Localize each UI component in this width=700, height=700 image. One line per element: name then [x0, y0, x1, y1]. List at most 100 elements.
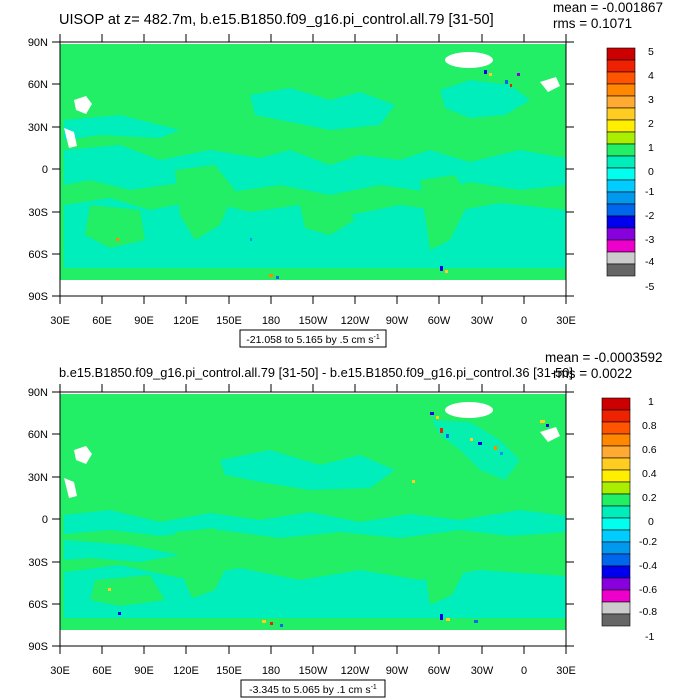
top-lon-label: 30E: [556, 315, 576, 327]
top-land-africa: [175, 165, 235, 240]
top-lon-label: 90E: [134, 315, 154, 327]
top-lat-label: 90N: [28, 37, 48, 49]
top-colorbar-swatch: [606, 179, 636, 193]
bottom-map-field: [59, 391, 567, 647]
bottom-colorbar-label: 1: [648, 396, 654, 408]
top-land-south-america: [420, 175, 470, 250]
top-anomaly-speckles: [116, 70, 520, 279]
top-colorbar-swatch: [606, 95, 636, 109]
top-lon-label: 90W: [386, 315, 409, 327]
bottom-colorbar-swatch: [601, 541, 631, 555]
top-colorbar-swatch: [606, 107, 636, 121]
bottom-lat-label: 30N: [28, 472, 48, 484]
top-colorbar-label: 3: [648, 94, 654, 106]
bottom-lat-label: 30S: [28, 557, 48, 569]
bottom-cyan-north-pacific: [220, 450, 395, 490]
top-range-exponent: -1: [374, 334, 380, 341]
bottom-range-text: -3.345 to 5.065 by .1 cm s: [249, 684, 370, 696]
bottom-colorbar-label: -0.6: [639, 584, 657, 596]
bottom-cyan-subtropics: [64, 540, 180, 562]
top-lat-ticks: [52, 41, 574, 297]
bottom-lat-label: 0: [42, 514, 48, 526]
top-lon-label: 180: [262, 315, 280, 327]
top-map-field: [59, 41, 567, 297]
bottom-lon-label: 30E: [556, 665, 576, 677]
bottom-lat-label: 90S: [28, 641, 48, 653]
bottom-lon-ticks: [59, 384, 567, 654]
bottom-colorbar-swatch: [601, 589, 631, 603]
top-colorbar-label: -3: [645, 234, 654, 246]
bottom-colorbar-label: 0.8: [642, 420, 657, 432]
bottom-greenland-missing: [445, 402, 493, 418]
bottom-colorbar-swatch: [601, 565, 631, 579]
bottom-panel-mean: mean = -0.0003592: [545, 350, 662, 365]
top-cyan-north-pacific: [250, 88, 395, 130]
top-colorbar-swatch: [606, 167, 636, 181]
top-cyan-band: [64, 115, 180, 140]
top-lon-label: 60W: [428, 315, 451, 327]
bottom-panel-title: b.e15.B1850.f09_g16.pi_control.all.79 [3…: [59, 365, 573, 380]
bottom-land-africa: [175, 528, 232, 598]
top-land-central: [85, 205, 145, 248]
top-lat-label: 60S: [28, 249, 48, 261]
top-panel-title: UISOP at z= 482.7m, b.e15.B1850.f09_g16.…: [59, 12, 494, 28]
bottom-lon-label: 180: [262, 665, 280, 677]
bottom-range-exponent: -1: [371, 684, 377, 691]
top-colorbar-swatch: [606, 263, 636, 277]
top-missing-caspian: [74, 96, 92, 114]
top-colorbar: [606, 47, 636, 277]
top-panel-rms: rms = 0.1071: [553, 16, 632, 31]
bottom-lon-label: 30E: [50, 665, 70, 677]
bottom-colorbar-swatch: [601, 505, 631, 519]
top-greenland-missing: [445, 52, 493, 68]
top-lon-label: 30E: [50, 315, 70, 327]
top-range-text: -21.058 to 5.165 by .5 cm s: [246, 334, 373, 346]
top-range-box: -21.058 to 5.165 by .5 cm s-1: [239, 329, 387, 348]
bottom-range-box: -3.345 to 5.065 by .1 cm s-1: [240, 679, 386, 698]
bottom-colorbar-label: 0: [648, 516, 654, 528]
bottom-missing-antarctica: [60, 630, 566, 646]
bottom-lon-label: 60W: [428, 665, 451, 677]
top-lat-label: 30S: [28, 207, 48, 219]
bottom-colorbar-swatch: [601, 481, 631, 495]
top-missing-red-sea: [64, 128, 77, 148]
bottom-lon-label: 60E: [92, 665, 112, 677]
bottom-colorbar-swatch: [601, 613, 631, 627]
top-colorbar-label: -2: [645, 210, 654, 222]
svg-text:-21.058 to 5.165 by .5 cm s-1: -21.058 to 5.165 by .5 cm s-1: [246, 334, 380, 346]
top-missing-hudson: [540, 77, 560, 92]
bottom-panel: mean = -0.0003592 b.e15.B1850.f09_g16.pi…: [28, 350, 662, 698]
top-lat-labels: 90N 60N 30N 0 30S 60S 90S: [28, 37, 48, 303]
bottom-missing-hudson: [540, 427, 560, 442]
bottom-colorbar-label: 0.6: [642, 444, 657, 456]
top-colorbar-label: -4: [645, 256, 654, 268]
bottom-land-patches: [90, 528, 470, 606]
top-colorbar-swatch: [606, 47, 636, 61]
top-colorbar-swatch: [606, 155, 636, 169]
bottom-colorbar-label: -0.2: [639, 536, 657, 548]
top-land-patches: [85, 165, 470, 250]
top-cyan-north-atlantic: [440, 80, 530, 118]
top-colorbar-label: 0: [648, 166, 654, 178]
top-colorbar-label: 2: [648, 118, 654, 130]
bottom-missing-red-sea: [64, 478, 77, 498]
bottom-land-south-america: [420, 532, 470, 605]
bottom-lon-labels: 30E 60E 90E 120E 150E 180 150W 120W 90W …: [50, 665, 576, 677]
top-lon-label: 150W: [299, 315, 328, 327]
top-panel-mean: mean = -0.001867: [553, 0, 663, 15]
bottom-land-indian: [90, 575, 165, 606]
top-colorbar-labels: 5 4 3 2 1 0 -1 -2 -3 -4 -5: [645, 46, 654, 293]
top-colorbar-label: 5: [648, 46, 654, 58]
bottom-lon-label: 90W: [386, 665, 409, 677]
bottom-lon-label: 120W: [341, 665, 370, 677]
top-colorbar-swatch: [606, 203, 636, 217]
bottom-panel-rms: rms = 0.0022: [553, 366, 632, 381]
top-colorbar-swatch: [606, 143, 636, 157]
bottom-colorbar-swatch: [601, 577, 631, 591]
bottom-lon-label: 120E: [173, 665, 199, 677]
top-colorbar-label: 4: [648, 70, 654, 82]
top-colorbar-swatch: [606, 119, 636, 133]
bottom-colorbar-label: 0.2: [642, 492, 657, 504]
top-colorbar-swatch: [606, 131, 636, 145]
top-lon-labels: 30E 60E 90E 120E 150E 180 150W 120W 90W …: [50, 315, 576, 327]
